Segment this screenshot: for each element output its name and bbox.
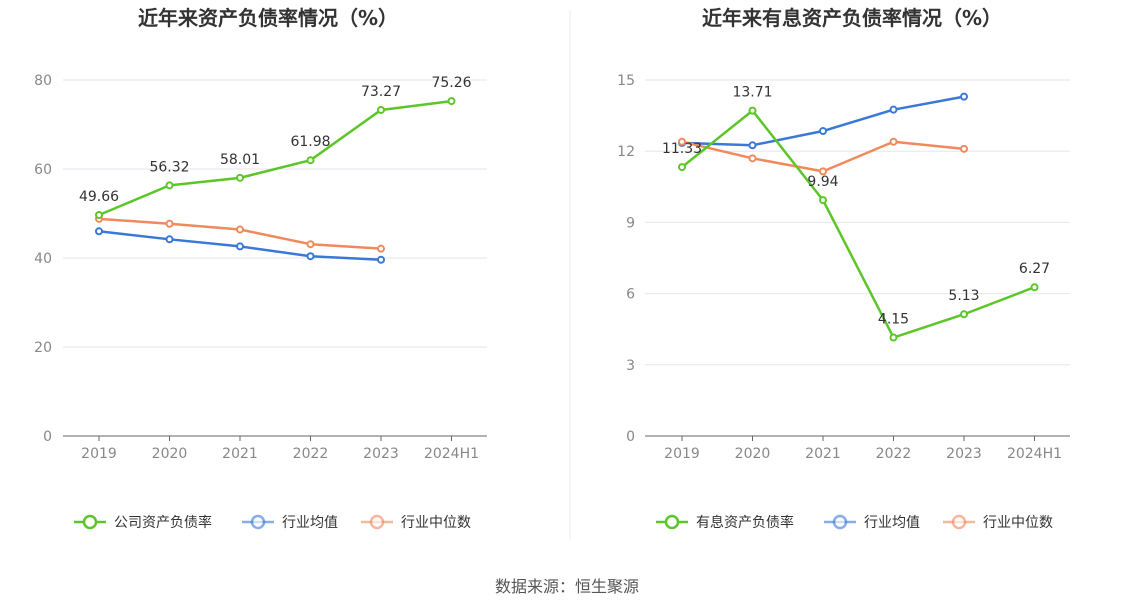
legend-marker bbox=[951, 514, 967, 530]
legend-label: 有息资产负债率 bbox=[696, 514, 794, 531]
data-point-company[interactable] bbox=[889, 333, 898, 342]
x-tick-label: 2024H1 bbox=[1007, 446, 1062, 462]
legend-label: 行业中位数 bbox=[983, 515, 1053, 531]
data-point-avg[interactable] bbox=[306, 252, 315, 261]
y-tick-label: 9 bbox=[626, 215, 635, 231]
y-tick-label: 12 bbox=[617, 144, 635, 160]
data-point-avg[interactable] bbox=[236, 242, 244, 251]
legend-item-median[interactable]: 行业中位数 bbox=[943, 514, 1053, 531]
data-point-avg[interactable] bbox=[889, 105, 898, 114]
data-label: 13.71 bbox=[732, 85, 772, 101]
y-tick-label: 60 bbox=[34, 162, 52, 178]
y-tick-label: 0 bbox=[626, 429, 635, 445]
legend-item-company[interactable]: 公司资产负债率 bbox=[74, 514, 212, 531]
data-source: 数据来源：恒生聚源 bbox=[495, 577, 639, 596]
data-label: 6.27 bbox=[1019, 261, 1050, 277]
data-point-company[interactable] bbox=[165, 181, 174, 190]
data-point-avg[interactable] bbox=[819, 127, 827, 136]
data-label: 5.13 bbox=[948, 288, 979, 304]
legend-label: 行业中位数 bbox=[401, 515, 471, 531]
data-label: 56.32 bbox=[149, 159, 189, 175]
data-point-median[interactable] bbox=[377, 244, 385, 253]
y-tick-label: 20 bbox=[34, 340, 52, 356]
data-point-company[interactable] bbox=[377, 105, 385, 114]
chart-title: 近年来有息资产负债率情况（%） bbox=[702, 6, 1002, 30]
debt-ratio-chart: 近年来资产负债率情况（%） 0 20 40 60 80 2019 2020 2021 2022 20… bbox=[34, 6, 487, 531]
legend-item-avg[interactable]: 行业均值 bbox=[824, 514, 920, 531]
y-tick-label: 15 bbox=[617, 73, 635, 89]
x-tick-label: 2022 bbox=[876, 446, 912, 462]
series-line-company bbox=[681, 109, 1035, 339]
legend-marker bbox=[369, 514, 385, 530]
y-tick-label: 6 bbox=[626, 287, 635, 303]
data-point-avg[interactable] bbox=[95, 227, 103, 236]
data-label: 58.01 bbox=[220, 152, 260, 168]
data-point-company[interactable] bbox=[306, 156, 315, 165]
y-tick-label: 3 bbox=[626, 358, 635, 374]
data-point-median[interactable] bbox=[236, 225, 244, 234]
legend-item-company[interactable]: 有息资产负债率 bbox=[656, 514, 794, 531]
x-tick-label: 2019 bbox=[81, 446, 117, 462]
data-label: 49.66 bbox=[79, 189, 119, 205]
x-tick-label: 2023 bbox=[363, 446, 399, 462]
series-line-company bbox=[98, 99, 452, 217]
data-point-median[interactable] bbox=[678, 137, 686, 146]
legend-label: 行业均值 bbox=[282, 515, 338, 531]
legend-marker bbox=[664, 514, 680, 530]
data-point-company[interactable] bbox=[447, 97, 456, 106]
interest-bearing-debt-ratio-chart: 近年来有息资产负债率情况（%） 0 3 6 9 12 15 2019 2020 2021 2022 2… bbox=[617, 6, 1070, 531]
y-tick-label: 40 bbox=[34, 251, 52, 267]
data-point-avg[interactable] bbox=[377, 255, 385, 264]
data-point-company[interactable] bbox=[748, 106, 757, 115]
data-point-company[interactable] bbox=[819, 196, 827, 205]
data-point-median[interactable] bbox=[960, 144, 968, 153]
data-point-median[interactable] bbox=[819, 167, 827, 176]
data-label: 73.27 bbox=[361, 84, 401, 100]
x-tick-label: 2020 bbox=[152, 446, 188, 462]
legend-item-median[interactable]: 行业中位数 bbox=[361, 514, 471, 531]
x-tick-label: 2020 bbox=[735, 446, 771, 462]
legend-label: 行业均值 bbox=[864, 515, 920, 531]
data-point-company[interactable] bbox=[95, 211, 103, 220]
data-point-company[interactable] bbox=[1030, 283, 1039, 292]
series-line-avg bbox=[681, 95, 965, 147]
data-point-company[interactable] bbox=[236, 173, 244, 182]
x-tick-label: 2024H1 bbox=[424, 446, 479, 462]
data-label: 9.94 bbox=[807, 174, 838, 190]
x-tick-label: 2021 bbox=[222, 446, 258, 462]
data-point-median[interactable] bbox=[748, 154, 757, 163]
data-point-company[interactable] bbox=[678, 163, 686, 172]
y-tick-label: 80 bbox=[34, 73, 52, 89]
legend-label: 公司资产负债率 bbox=[114, 514, 212, 531]
data-point-avg[interactable] bbox=[748, 141, 757, 150]
data-label: 4.15 bbox=[878, 312, 909, 328]
legend-marker bbox=[82, 514, 98, 530]
data-label: 75.26 bbox=[431, 75, 471, 91]
series-line-median bbox=[681, 140, 965, 173]
chart-title: 近年来资产负债率情况（%） bbox=[138, 6, 398, 30]
data-point-median[interactable] bbox=[306, 240, 315, 249]
data-point-median[interactable] bbox=[165, 219, 174, 228]
data-label: 61.98 bbox=[290, 134, 330, 150]
x-tick-label: 2022 bbox=[293, 446, 329, 462]
legend-marker bbox=[250, 514, 266, 530]
x-tick-label: 2021 bbox=[805, 446, 841, 462]
data-point-avg[interactable] bbox=[960, 92, 968, 101]
x-tick-label: 2023 bbox=[946, 446, 982, 462]
legend-item-avg[interactable]: 行业均值 bbox=[242, 514, 338, 531]
data-label: 11.33 bbox=[662, 141, 702, 157]
data-point-median[interactable] bbox=[889, 137, 898, 146]
y-tick-label: 0 bbox=[43, 429, 52, 445]
x-tick-label: 2019 bbox=[664, 446, 700, 462]
legend-marker bbox=[832, 514, 848, 530]
data-point-avg[interactable] bbox=[165, 235, 174, 244]
data-point-company[interactable] bbox=[960, 310, 968, 319]
